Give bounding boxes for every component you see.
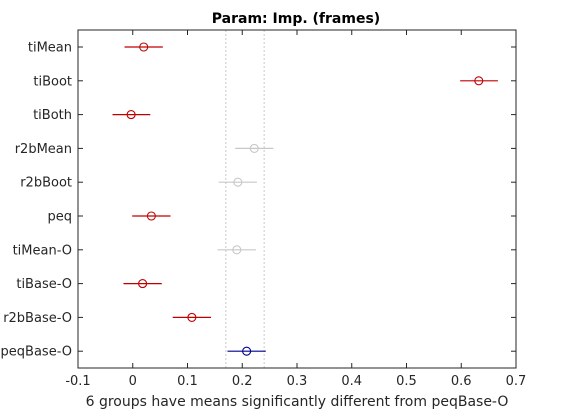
y-tick-label: tiBoot — [33, 74, 72, 89]
mean-marker — [139, 42, 149, 52]
x-tick-label: 0.5 — [396, 374, 417, 389]
group-row — [227, 346, 266, 356]
y-axis: tiMean tiBoot tiBoth r2bMean r2bBoot peq tiMea… — [1, 41, 516, 360]
group-row — [132, 211, 171, 221]
group-row — [124, 42, 163, 52]
x-tick-label: -0.1 — [65, 374, 90, 389]
mean-marker — [232, 245, 242, 255]
y-tick-label: peqBase-O — [1, 345, 72, 360]
x-tick-label: 0 — [129, 374, 137, 389]
y-tick-label: r2bBase-O — [3, 311, 72, 326]
mean-marker — [146, 211, 156, 221]
group-row — [218, 177, 258, 187]
group-intervals — [112, 42, 498, 356]
x-tick-label: 0.7 — [506, 374, 527, 389]
group-row — [217, 245, 256, 255]
reference-interval-lines — [225, 30, 265, 368]
y-tick-label: r2bMean — [15, 142, 72, 157]
group-row — [112, 110, 151, 120]
x-tick-label: 0.4 — [341, 374, 362, 389]
x-axis-label: 6 groups have means significantly differ… — [86, 394, 509, 410]
mean-marker — [233, 177, 243, 187]
group-row — [123, 279, 162, 289]
x-axis: -0.1 0 0.1 0.2 0.3 0.4 0.5 0.6 0.7 — [65, 30, 526, 389]
group-row — [460, 76, 498, 86]
group-row — [235, 143, 274, 153]
y-tick-label: tiMean-O — [13, 243, 72, 258]
y-tick-label: tiBoth — [33, 108, 72, 123]
mean-marker — [242, 346, 252, 356]
x-tick-label: 0.1 — [177, 374, 198, 389]
x-tick-label: 0.6 — [451, 374, 472, 389]
y-tick-label: r2bBoot — [20, 176, 72, 191]
chart-title: Param: Imp. (frames) — [212, 11, 380, 27]
y-tick-label: tiBase-O — [16, 277, 72, 292]
x-tick-label: 0.2 — [232, 374, 253, 389]
group-row — [172, 312, 212, 322]
axes-box — [77, 29, 517, 369]
x-tick-label: 0.3 — [287, 374, 308, 389]
mean-marker — [187, 312, 197, 322]
y-tick-label: peq — [47, 210, 72, 225]
mean-marker — [474, 76, 484, 86]
mean-marker — [138, 279, 148, 289]
mean-marker — [126, 110, 136, 120]
mean-marker — [249, 143, 259, 153]
y-tick-label: tiMean — [28, 41, 72, 56]
